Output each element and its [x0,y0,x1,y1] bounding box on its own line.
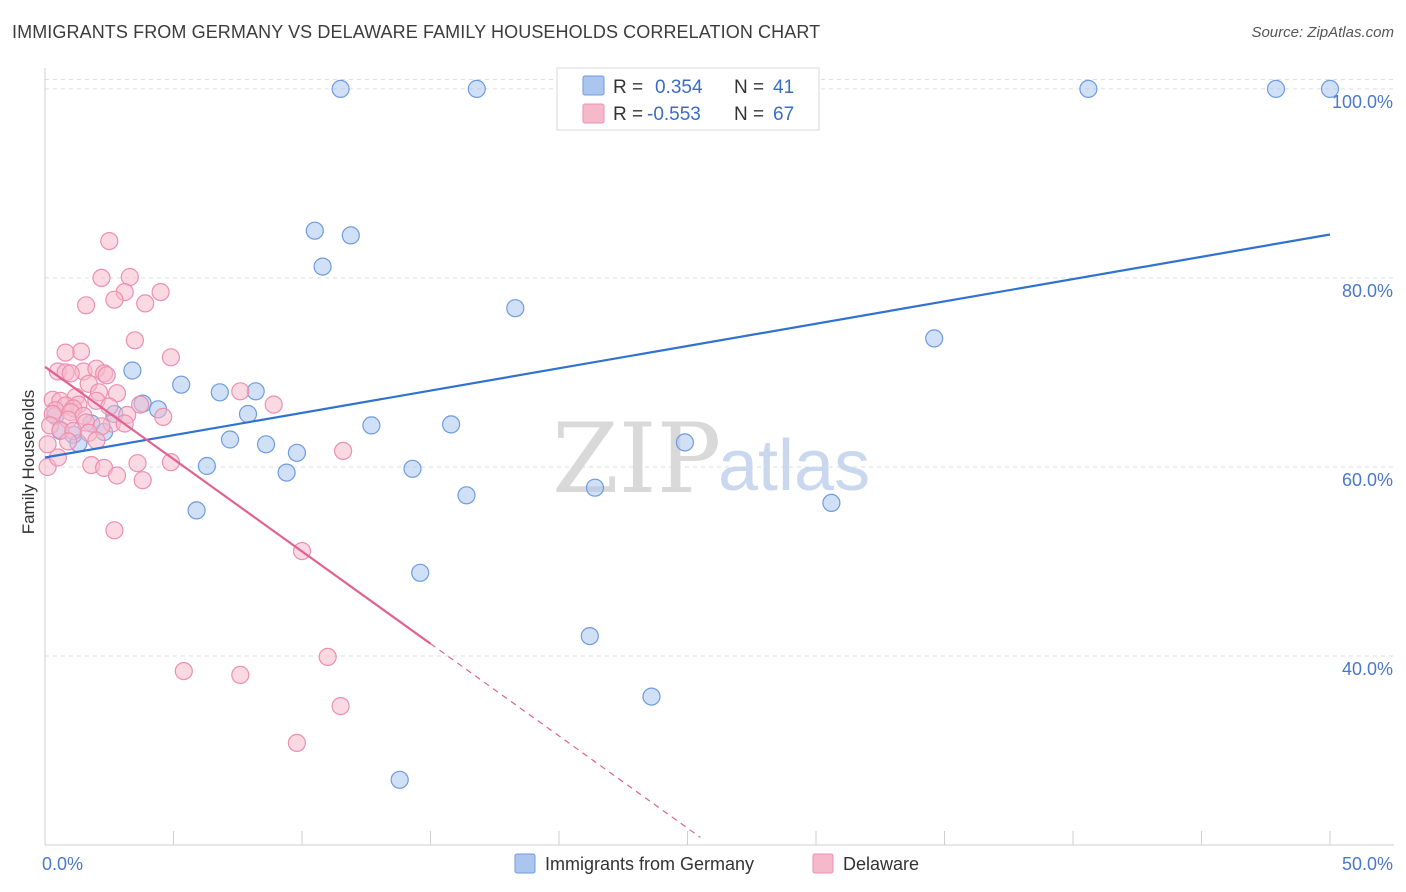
germany-point [210,383,229,402]
y-tick-label: 40.0% [1342,659,1393,679]
delaware-point [105,290,124,309]
delaware-trend-line-extension [430,643,701,838]
delaware-point [61,364,80,383]
germany-point [123,361,142,380]
delaware-point [92,268,111,287]
watermark: ZIP atlas [552,403,870,515]
germany-point [187,501,206,520]
chart-source: Source: ZipAtlas.com [1251,24,1394,41]
delaware-point [58,432,78,451]
germany-point [675,433,695,452]
y-axis-title: Family Households [19,390,38,535]
germany-point [457,486,476,505]
delaware-point [174,661,193,681]
delaware-point [76,296,96,315]
bottom-legend-swatch-pink [812,853,834,874]
germany-point [925,329,944,348]
delaware-trend-line [44,365,432,645]
germany-point [220,430,240,449]
bottom-legend: Immigrants from Germany Delaware [514,853,919,874]
legend-n-label-2: N = [734,104,764,125]
y-tick-label: 60.0% [1342,470,1393,490]
germany-point [341,226,360,245]
delaware-point [136,294,155,313]
germany-point [506,299,525,318]
germany-point [642,687,661,706]
germany-trend-line [44,233,1331,459]
germany-point [580,626,599,646]
points-layer [38,79,1340,789]
legend-n-label-1: N = [734,77,764,98]
delaware-point [38,435,57,454]
germany-point [362,416,381,435]
delaware-point [97,366,116,385]
germany-point [331,79,350,99]
germany-point [411,563,430,582]
germany-point [256,435,276,454]
watermark-atlas: atlas [718,426,870,506]
delaware-point [56,343,75,362]
y-tick-label: 100.0% [1332,92,1393,112]
legend-r-label-2: R = [613,104,643,125]
germany-point [585,478,605,497]
delaware-point [318,647,337,667]
delaware-point [133,471,152,490]
trend-layer [44,233,1331,838]
delaware-point [334,441,353,460]
germany-point [313,257,332,276]
legend-r-value-2: -0.553 [647,104,701,125]
germany-point [1266,79,1286,99]
germany-point [822,493,841,512]
legend-n-value-2: 67 [773,104,794,125]
germany-point [442,415,461,434]
delaware-point [231,665,250,685]
legend-swatch-pink [582,103,605,124]
germany-point [197,456,216,476]
delaware-point [105,521,124,540]
delaware-point [120,267,139,287]
delaware-point [100,232,119,251]
legend-r-value-1: 0.354 [655,77,703,98]
germany-point [1079,79,1098,99]
legend: R = 0.354 N = 41 R = -0.553 N = 67 [556,67,820,131]
x-tick-label-max: 50.0% [1342,854,1393,874]
germany-point [246,382,265,401]
delaware-point [48,448,68,467]
grid-layer [45,78,1394,657]
delaware-point [287,733,306,753]
germany-point [238,404,258,424]
bottom-legend-label-2: Delaware [843,854,919,874]
delaware-point [128,454,147,473]
germany-point [172,375,191,394]
delaware-point [264,395,283,414]
watermark-zip: ZIP [552,403,721,515]
delaware-point [154,407,173,426]
legend-swatch-blue [582,75,605,96]
germany-point [390,770,409,789]
delaware-point [107,466,127,485]
germany-point [1320,79,1340,99]
germany-point [287,443,306,462]
y-tick-label: 80.0% [1342,281,1393,301]
delaware-point [331,696,350,716]
delaware-point [231,382,250,401]
bottom-legend-swatch-blue [514,853,536,874]
germany-point [277,463,296,482]
germany-point [403,459,422,478]
legend-n-value-1: 41 [773,77,794,98]
delaware-point [131,395,150,414]
germany-point [305,221,324,240]
legend-r-label-1: R = [613,77,643,98]
chart-title: IMMIGRANTS FROM GERMANY VS DELAWARE FAMI… [12,22,821,42]
delaware-point [161,348,180,367]
delaware-point [125,331,144,350]
bottom-legend-label-1: Immigrants from Germany [545,854,754,874]
delaware-point [151,283,170,302]
x-tick-label-min: 0.0% [42,854,83,874]
delaware-point [71,342,91,361]
germany-point [467,79,486,99]
